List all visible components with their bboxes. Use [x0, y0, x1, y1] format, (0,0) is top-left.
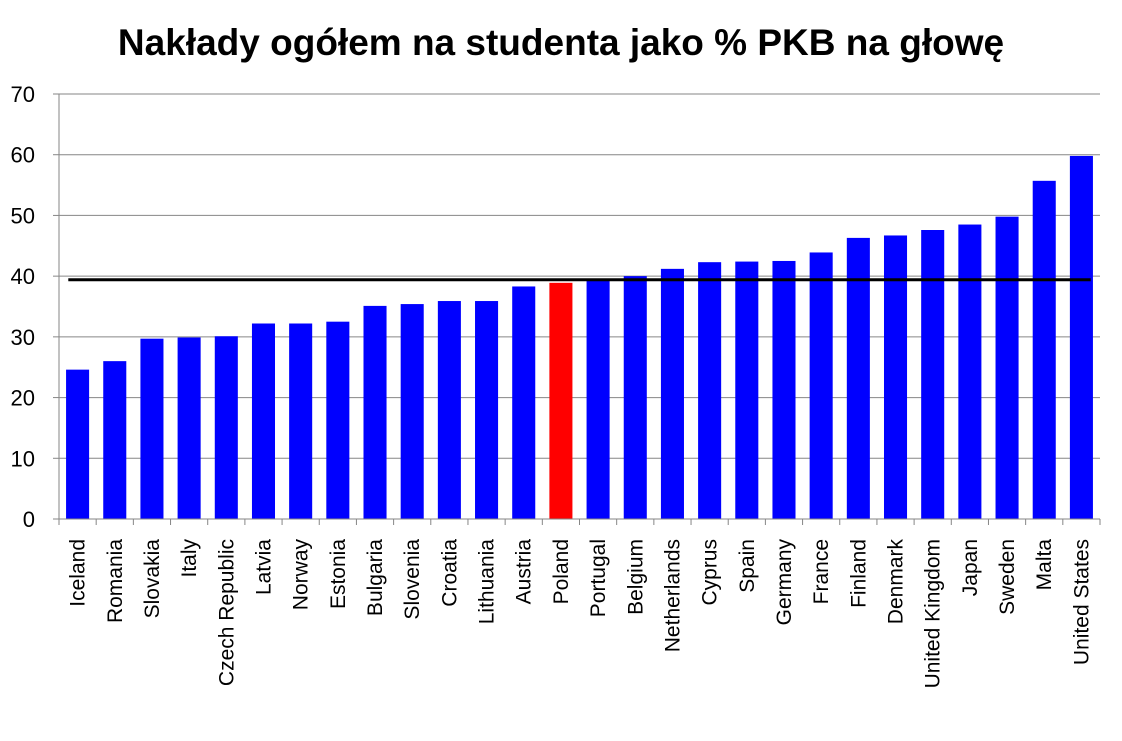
- x-tick-label: Bulgaria: [364, 539, 387, 616]
- x-tick-label: Netherlands: [661, 539, 684, 652]
- bar-cyprus: [698, 262, 722, 519]
- x-tick-label: Croatia: [438, 539, 461, 607]
- y-tick-label: 70: [11, 82, 35, 107]
- x-tick-label: Austria: [513, 539, 536, 605]
- bar-austria: [512, 286, 536, 519]
- bar-spain: [735, 261, 759, 519]
- x-tick-label: Czech Republic: [215, 539, 238, 686]
- y-tick-label: 40: [11, 264, 35, 289]
- x-tick-label: Malta: [1033, 539, 1056, 591]
- bars: [66, 155, 1093, 520]
- x-tick-label: Sweden: [996, 539, 1019, 615]
- bar-lithuania: [475, 301, 499, 519]
- bar-japan: [958, 224, 982, 520]
- bar-italy: [177, 337, 201, 519]
- x-tick-label: France: [810, 539, 833, 604]
- x-tick-label: Cyprus: [699, 539, 722, 606]
- x-tick-label: Portugal: [587, 539, 610, 617]
- x-tick-label: Spain: [736, 539, 759, 593]
- x-tick-label: Poland: [550, 539, 573, 604]
- x-tick-label: Finland: [847, 539, 870, 608]
- x-tick-label: Italy: [178, 539, 201, 578]
- axes: [58, 94, 1101, 525]
- x-tick-label: Germany: [773, 539, 796, 626]
- y-tick-label: 0: [23, 507, 35, 532]
- bar-united-states: [1069, 155, 1093, 519]
- x-tick-label: Iceland: [67, 539, 90, 607]
- x-tick-label: Japan: [959, 539, 982, 596]
- bar-sweden: [995, 216, 1019, 519]
- bar-slovakia: [140, 338, 164, 519]
- bar-poland: [549, 282, 573, 519]
- bar-czech-republic: [214, 336, 238, 519]
- x-tick-label: Lithuania: [476, 539, 499, 625]
- bar-belgium: [623, 276, 647, 519]
- bar-bulgaria: [363, 305, 387, 519]
- bar-estonia: [326, 321, 350, 519]
- y-tick-label: 10: [11, 446, 35, 471]
- bar-slovenia: [400, 304, 424, 519]
- bar-netherlands: [660, 268, 684, 519]
- x-tick-label: Slovenia: [401, 539, 424, 620]
- x-tick-label: Romania: [104, 539, 127, 623]
- bar-romania: [103, 361, 127, 519]
- x-tick-label: Latvia: [252, 539, 275, 595]
- y-tick-label: 50: [11, 203, 35, 228]
- bar-latvia: [251, 323, 276, 519]
- bar-france: [809, 252, 833, 519]
- y-tick-label: 30: [11, 325, 35, 350]
- x-tick-label: Slovakia: [141, 539, 164, 619]
- x-tick-label: Belgium: [624, 539, 647, 615]
- x-axis-labels: Iceland Romania Slovakia Italy Czech Republi…: [67, 539, 1094, 689]
- bar-germany: [772, 260, 796, 519]
- bar-united-kingdom: [921, 230, 945, 519]
- y-tick-label: 60: [11, 143, 35, 168]
- bar-portugal: [586, 280, 610, 519]
- x-tick-label: Norway: [290, 539, 313, 611]
- bar-norway: [289, 323, 313, 519]
- x-tick-label: Denmark: [885, 539, 908, 625]
- bar-denmark: [883, 235, 908, 519]
- bar-croatia: [437, 301, 461, 519]
- y-axis-ticks: 0 10 20 30 40 50 60 70: [11, 82, 59, 532]
- y-tick-label: 20: [11, 386, 35, 411]
- bar-malta: [1032, 180, 1056, 520]
- chart-title: Nakłady ogółem na studenta jako % PKB na…: [117, 22, 1005, 63]
- bar-finland: [846, 237, 870, 519]
- x-tick-label: Estonia: [327, 539, 350, 609]
- x-tick-label: United States: [1070, 539, 1093, 665]
- bar-iceland: [66, 369, 90, 519]
- x-tick-label: United Kingdom: [922, 539, 945, 688]
